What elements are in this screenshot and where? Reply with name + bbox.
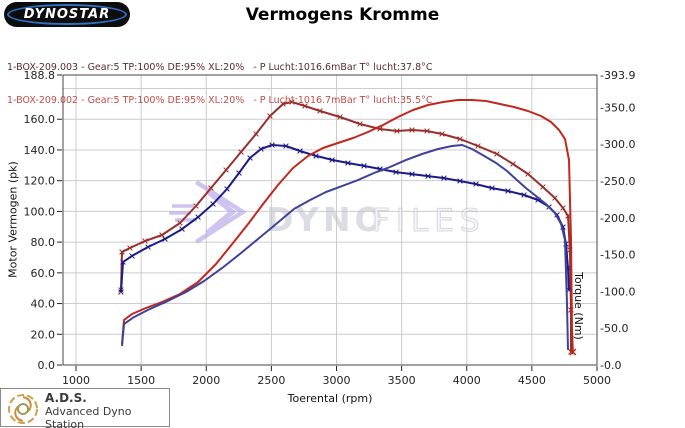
x-tick-label: 2000 [192,374,220,387]
legend-run-003: 1-BOX-209.003 - Gear:5 TP:100% DE:95% XL… [7,62,433,73]
y-right-tick-label: -150.0 [600,249,635,262]
y-right-tick-label: -200.0 [600,212,635,225]
legend-run-002: 1-BOX-209.002 - Gear:5 TP:100% DE:95% XL… [7,95,433,106]
watermark-text-bold: DYNO [266,200,387,239]
ads-abbr: A.D.S. [45,391,87,405]
series-end-marker-torque-209.002 [569,348,577,356]
y-right-tick-label: -100.0 [600,285,635,298]
y-left-tick-label: 80.0 [31,236,56,249]
axes-layer: 1000 1500 2000 2500 3000 3500 4000 4500 5000 188.… [24,69,636,387]
x-tick-label: 1500 [127,374,155,387]
y-right-tick-label: -393.9 [600,69,635,82]
y-right-tick-label: -300.0 [600,138,635,151]
series-power-209.002 [121,144,569,350]
dynofiles-watermark-icon [169,180,247,244]
y-right-tick-label: -350.0 [600,101,635,114]
x-tick-label: 1000 [62,374,90,387]
x-tick-label: 3500 [388,374,416,387]
y-left-tick-label: 60.0 [31,267,56,280]
series-torque-209.002 [121,99,574,353]
y-axis-left-title: Motor Vermogen (pk) [6,161,20,278]
x-tick-label: 2500 [257,374,285,387]
curves-layer [118,99,577,356]
series-markers-power-209.003 [118,142,572,295]
x-tick-label: 4000 [453,374,481,387]
ads-logo-box: A.D.S. Advanced Dyno Station [0,388,170,428]
run-legend: 1-BOX-209.003 - Gear:5 TP:100% DE:95% XL… [7,40,433,128]
y-left-tick-label: 160.0 [24,113,56,126]
ads-swirl-icon [8,394,38,424]
x-tick-label: 5000 [583,374,611,387]
y-left-tick-label: 0.0 [38,359,56,372]
dynostar-logo: DYNOSTAR [4,2,130,27]
x-tick-label: 3000 [323,374,351,387]
y-left-tick-label: 20.0 [31,328,56,341]
y-left-tick-label: 188.8 [24,69,56,82]
y-right-tick-label: -0.0 [600,359,621,372]
watermark-text-light: FILES [372,203,486,239]
y-right-tick-label: -250.0 [600,175,635,188]
plot-border [62,74,598,366]
grid-layer [63,75,598,365]
y-left-tick-label: 120.0 [24,175,56,188]
y-left-tick-label: 140.0 [24,144,56,157]
x-tick-label: 4500 [518,374,546,387]
y-axis-right-title: Torque (Nm) [572,272,585,340]
dynofiles-watermark: DYNO FILES [169,180,486,244]
dynostar-logo-text: DYNOSTAR [23,7,111,22]
page-title: Vermogens Kromme [245,5,440,25]
x-axis-title: Toerental (rpm) [287,392,373,405]
dynostar-logo-ring [7,4,127,25]
y-right-tick-label: -50.0 [600,322,628,335]
y-left-tick-label: 40.0 [31,298,56,311]
y-left-tick-label: 100.0 [24,205,56,218]
ads-name: Advanced Dyno Station [45,405,132,428]
